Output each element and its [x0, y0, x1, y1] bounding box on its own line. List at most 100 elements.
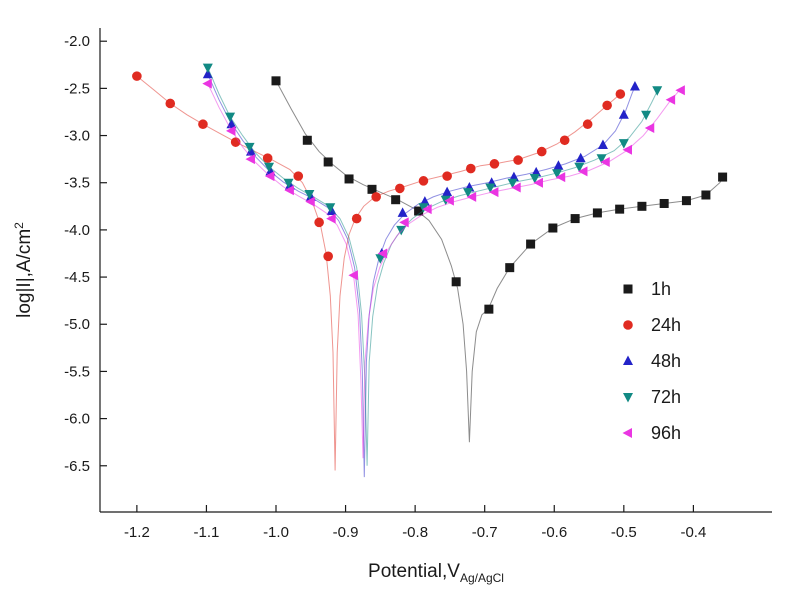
data-point-96h — [202, 78, 212, 89]
data-point-96h — [665, 94, 676, 105]
data-point-24h — [536, 146, 547, 157]
data-point-1h — [451, 277, 461, 287]
data-point-24h — [198, 119, 208, 130]
series-line-96h — [207, 83, 680, 459]
data-point-72h — [529, 174, 540, 184]
data-point-1h — [391, 195, 401, 205]
series-markers-1h — [271, 76, 728, 314]
data-point-96h — [533, 177, 543, 188]
data-point-96h — [511, 182, 521, 193]
data-point-1h — [718, 172, 728, 182]
x-tick-label: -1.1 — [194, 524, 220, 541]
data-point-1h — [323, 157, 333, 167]
data-point-24h — [132, 71, 142, 81]
data-point-48h — [531, 166, 542, 177]
series-markers-96h — [202, 78, 685, 281]
legend-label-48h: 48h — [651, 351, 681, 371]
legend-marker-72h — [623, 393, 633, 403]
y-tick-label: -3.5 — [64, 175, 90, 192]
data-point-96h — [577, 166, 588, 177]
data-point-1h — [271, 76, 281, 86]
series-markers-72h — [202, 63, 663, 264]
legend-marker-1h — [623, 284, 633, 294]
data-point-96h — [245, 154, 255, 165]
data-point-96h — [284, 185, 294, 196]
data-point-72h — [264, 162, 275, 173]
data-point-24h — [351, 213, 362, 224]
data-point-72h — [652, 86, 663, 96]
data-point-48h — [553, 160, 564, 170]
data-point-72h — [202, 63, 213, 74]
legend-label-96h: 96h — [651, 423, 681, 443]
data-point-48h — [508, 171, 519, 182]
data-point-96h — [326, 213, 336, 224]
legend-label-72h: 72h — [651, 387, 681, 407]
legend-marker-96h — [622, 428, 632, 438]
data-point-96h — [622, 144, 632, 155]
data-point-72h — [641, 110, 652, 121]
data-point-24h — [615, 89, 626, 99]
data-point-48h — [202, 68, 213, 79]
data-point-24h — [559, 135, 570, 146]
x-tick-label: -0.9 — [333, 524, 359, 541]
data-point-1h — [701, 190, 711, 200]
data-point-96h — [225, 125, 236, 136]
series-markers-24h — [132, 71, 626, 262]
data-point-72h — [552, 169, 563, 179]
data-point-1h — [570, 214, 580, 224]
legend-label-24h: 24h — [651, 315, 681, 335]
data-point-1h — [592, 208, 602, 218]
data-point-1h — [367, 184, 377, 194]
data-point-72h — [244, 142, 255, 153]
x-tick-label: -0.8 — [402, 524, 428, 541]
y-tick-label: -6.5 — [64, 458, 90, 475]
data-point-96h — [675, 85, 685, 96]
data-point-72h — [596, 154, 607, 164]
y-tick-label: -3.0 — [64, 128, 90, 145]
y-tick-label: -2.0 — [64, 33, 90, 50]
y-tick-label: -5.0 — [64, 316, 90, 333]
data-point-96h — [399, 217, 409, 228]
y-tick-label: -4.0 — [64, 222, 90, 239]
data-point-72h — [283, 178, 294, 189]
data-point-24h — [489, 159, 500, 169]
data-point-96h — [444, 195, 454, 206]
data-point-24h — [442, 171, 452, 181]
data-point-24h — [262, 153, 273, 163]
data-point-24h — [165, 98, 176, 109]
data-point-24h — [395, 183, 405, 194]
x-tick-label: -0.4 — [680, 524, 706, 541]
data-point-1h — [484, 304, 494, 314]
data-point-1h — [659, 198, 669, 208]
data-point-72h — [418, 203, 429, 213]
data-point-96h — [600, 156, 610, 167]
data-point-24h — [513, 155, 523, 165]
data-point-48h — [397, 207, 408, 217]
legend-label-1h: 1h — [651, 279, 671, 299]
x-tick-label: -0.5 — [611, 524, 637, 541]
data-point-1h — [344, 174, 354, 184]
data-point-1h — [637, 201, 647, 211]
data-point-1h — [681, 196, 691, 206]
data-point-1h — [302, 135, 312, 145]
data-point-72h — [618, 139, 629, 149]
data-point-72h — [304, 190, 315, 200]
data-point-96h — [264, 171, 275, 182]
data-point-24h — [371, 192, 381, 202]
y-tick-label: -5.5 — [64, 363, 90, 380]
x-tick-label: -1.0 — [263, 524, 289, 541]
data-point-72h — [325, 203, 336, 213]
data-point-1h — [615, 204, 625, 214]
data-point-96h — [644, 123, 655, 134]
data-point-72h — [463, 188, 473, 198]
data-point-24h — [602, 100, 612, 111]
x-tick-label: -1.2 — [124, 524, 150, 541]
data-point-72h — [225, 112, 236, 123]
data-point-96h — [555, 172, 566, 183]
series-line-24h — [136, 75, 621, 471]
data-point-48h — [442, 186, 453, 197]
data-point-96h — [488, 187, 499, 198]
data-point-72h — [574, 162, 585, 173]
x-tick-label: -0.7 — [472, 524, 498, 541]
